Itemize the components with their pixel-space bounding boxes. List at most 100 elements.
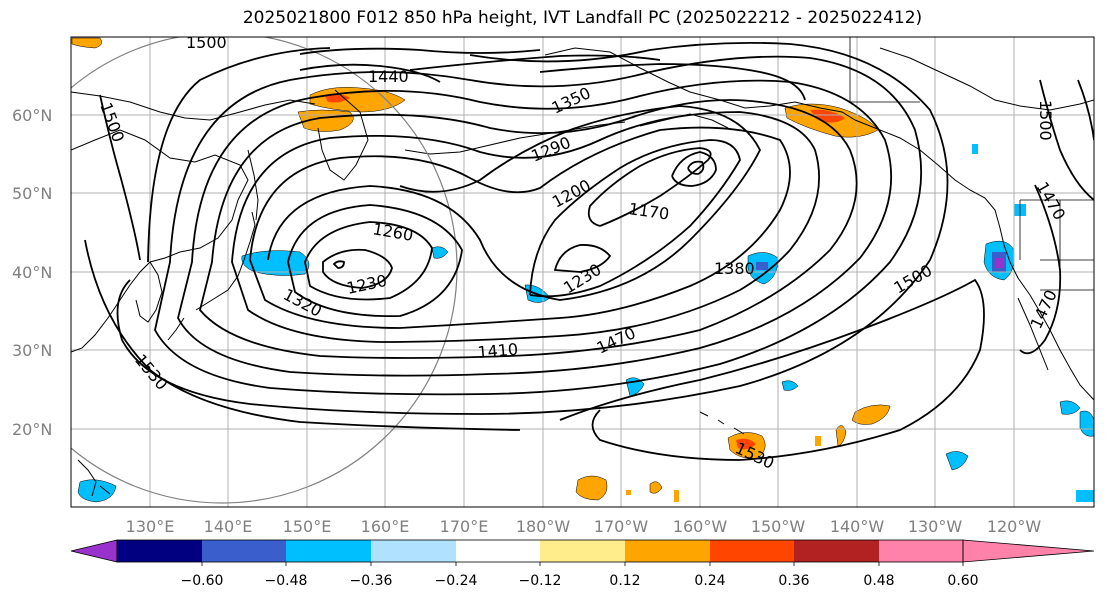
korea-coastline	[135, 261, 163, 323]
longitude-label: 170°W	[594, 517, 649, 536]
contour-label: 1440	[368, 67, 409, 86]
longitude-label: 150°E	[283, 517, 332, 536]
colorbar-tick-label: −0.36	[350, 573, 393, 589]
asia-coastline	[71, 91, 316, 121]
contour-1500	[116, 41, 949, 415]
philippines-coastline	[77, 459, 111, 497]
ivt-positive-region	[851, 404, 891, 425]
contour-1290-west	[287, 204, 463, 318]
colorbar-extend-max	[962, 539, 1095, 563]
longitude-label: 140°W	[830, 517, 885, 536]
contour-tight-3	[539, 63, 806, 101]
contour-1320	[267, 105, 762, 301]
contour-low-center	[332, 260, 345, 269]
ivt-positive-region	[835, 425, 847, 447]
north-america-coastline	[854, 119, 1094, 401]
colorbar-swatch	[456, 540, 540, 562]
baja-coastline	[1017, 297, 1049, 371]
height-contours	[84, 41, 1094, 461]
longitude-label: 150°W	[751, 517, 806, 536]
ivt-negative-region	[1076, 490, 1094, 502]
asia-coastline	[71, 129, 249, 353]
ivt-negative-region	[945, 451, 969, 471]
contour-1170	[587, 147, 712, 227]
map-frame	[70, 36, 1095, 508]
colorbar-tick-label: −0.24	[435, 573, 478, 589]
contour-label: 1410	[477, 340, 519, 362]
ivt-positive-region	[736, 438, 756, 450]
colorbar-tick-label: −0.48	[265, 573, 308, 589]
map-title: 2025021800 F012 850 hPa height, IVT Land…	[242, 8, 923, 28]
ivt-negative-region	[972, 144, 978, 154]
contour-1440-west	[299, 63, 441, 83]
ivt-negative-region	[781, 380, 799, 391]
longitude-label: 120°W	[987, 517, 1042, 536]
latitude-label: 50°N	[12, 184, 52, 203]
colorbar-tick-label: 0.36	[778, 573, 809, 589]
latitude-label: 20°N	[12, 420, 52, 439]
colorbar-swatch	[117, 540, 202, 562]
ivt-positive-region	[626, 490, 631, 495]
contour-1440	[177, 79, 893, 377]
ivt-negative-region	[77, 479, 117, 503]
colorbar-tick-label: 0.60	[947, 573, 978, 589]
japan-coastline	[195, 211, 256, 311]
kamchatka-coastline	[317, 89, 369, 181]
longitude-label: 130°W	[908, 517, 963, 536]
colorbar-tick-label: 0.24	[694, 573, 725, 589]
colorbar-tick-label: −0.60	[181, 573, 224, 589]
ivt-negative-region	[1079, 410, 1094, 437]
longitude-label: 180°W	[516, 517, 571, 536]
ivt-negative-region	[431, 246, 449, 259]
contour-1230-west	[322, 248, 393, 289]
ivt-positive-region	[325, 94, 350, 103]
contour-1410	[199, 99, 858, 359]
contour-1500-west	[99, 94, 141, 261]
contour-1350	[249, 126, 791, 329]
colorbar: −0.60 −0.48 −0.36 −0.24 −0.12 0.12 0.24 …	[70, 539, 1095, 589]
ivt-positive-region	[649, 481, 663, 494]
latitude-axis: 60°N 50°N 40°N 30°N 20°N	[12, 106, 52, 439]
colorbar-swatch	[371, 540, 456, 562]
longitude-label: 170°E	[440, 517, 489, 536]
contour-1470	[154, 55, 923, 396]
contour-1140	[671, 151, 717, 187]
contour-1200-main	[529, 139, 741, 298]
ivt-positive-region	[815, 436, 821, 446]
ivt-negative-region	[996, 258, 1004, 268]
alaska-coastline	[639, 113, 729, 129]
latitude-label: 40°N	[12, 263, 52, 282]
ivt-negative-region	[756, 262, 768, 270]
colorbar-swatch	[710, 540, 794, 562]
aleutian-islands	[404, 121, 626, 155]
ivt-negative-region	[241, 250, 310, 276]
ivt-positive-region	[674, 490, 679, 502]
sakhalin-coastline	[247, 149, 259, 221]
latitude-label: 60°N	[12, 106, 52, 125]
contour-1470-east	[1019, 184, 1062, 355]
colorbar-swatch	[625, 540, 710, 562]
longitude-label: 130°E	[126, 517, 175, 536]
contour-tight-2	[409, 54, 661, 71]
latitude-label: 30°N	[12, 341, 52, 360]
ivt-negative-region	[1059, 400, 1081, 415]
hawaii-islands	[699, 411, 745, 435]
longitude-label: 160°E	[361, 517, 410, 536]
colorbar-tick-label: −0.12	[519, 573, 562, 589]
contour-1380	[231, 111, 820, 343]
contour-label: 1380	[714, 259, 755, 278]
contour-label: 1500	[1036, 100, 1055, 141]
ivt-positive-region	[575, 475, 608, 501]
contour-1530	[84, 239, 985, 461]
longitude-label: 140°E	[204, 517, 253, 536]
north-america-coastline	[879, 47, 1094, 111]
contour-tight-1	[299, 47, 541, 55]
contour-1110	[687, 160, 705, 175]
colorbar-swatch	[286, 540, 371, 562]
map-area: 1500 1440 1350 1500 1290 1200 1170 1260 …	[71, 37, 1094, 507]
longitude-axis: 130°E 140°E 150°E 160°E 170°E 180°W 170°…	[126, 517, 1042, 536]
colorbar-swatch	[794, 540, 879, 562]
colorbar-tick-label: 0.12	[609, 573, 640, 589]
colorbar-tick-label: 0.48	[863, 573, 894, 589]
colorbar-extend-min	[70, 539, 118, 563]
